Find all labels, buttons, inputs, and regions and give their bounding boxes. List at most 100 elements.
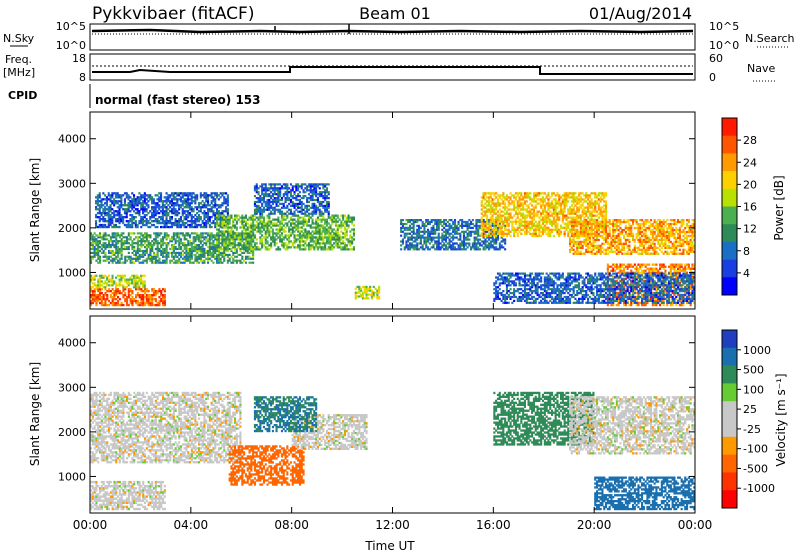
power-cell — [143, 223, 146, 227]
power-cell — [466, 232, 469, 235]
power-cell — [228, 240, 231, 243]
power-cell — [520, 220, 523, 223]
power-cell — [376, 295, 379, 298]
power-cell — [361, 295, 364, 298]
power-cell — [160, 221, 163, 225]
power-cell — [170, 210, 173, 213]
power-cell — [502, 194, 505, 197]
power-cell — [138, 280, 141, 283]
power-cell — [219, 204, 222, 207]
power-cell — [280, 197, 283, 200]
power-cell — [225, 246, 228, 249]
power-cell — [102, 255, 105, 258]
power-cell — [345, 234, 348, 237]
power-cell — [99, 242, 102, 245]
power-cell — [520, 208, 523, 211]
power-cell — [174, 214, 177, 217]
power-cell — [484, 212, 487, 215]
power-cell — [437, 224, 440, 227]
power-cell — [192, 249, 195, 253]
power-cell — [570, 200, 573, 203]
power-cell — [322, 195, 325, 198]
power-cell — [567, 230, 570, 233]
power-cell — [163, 232, 166, 235]
power-cell — [185, 206, 188, 209]
power-cell — [151, 247, 154, 251]
power-cell — [241, 232, 244, 235]
power-cell — [145, 220, 148, 223]
power-cell — [248, 234, 251, 237]
power-cell — [145, 210, 148, 213]
power-cell — [466, 226, 469, 229]
power-cell — [190, 253, 193, 256]
power-cell — [203, 259, 206, 262]
power-cell — [507, 208, 510, 211]
power-cell — [126, 259, 129, 262]
power-cell — [473, 242, 476, 245]
power-cell — [194, 218, 197, 221]
power-cell — [151, 296, 154, 299]
power-cell — [304, 218, 307, 221]
power-cell — [97, 251, 100, 254]
power-cell — [252, 240, 255, 243]
power-cell — [102, 238, 105, 241]
power-cell — [99, 290, 102, 293]
power-cell — [162, 294, 165, 297]
power-cell — [111, 221, 114, 225]
power-cell — [273, 224, 276, 227]
power-cell — [421, 234, 424, 237]
power-cell — [561, 218, 564, 221]
power-cell — [203, 196, 206, 199]
power-cell — [243, 242, 246, 245]
power-cell — [163, 204, 166, 207]
power-cell — [100, 198, 103, 201]
power-cell — [125, 282, 128, 285]
power-cell — [446, 230, 449, 233]
power-cell — [115, 257, 118, 260]
power-cell — [174, 212, 177, 215]
power-cell — [216, 228, 219, 231]
power-cell — [199, 238, 202, 241]
power-cell — [223, 220, 226, 223]
power-cell — [127, 223, 130, 227]
power-cell — [144, 292, 147, 295]
power-cell — [201, 249, 204, 253]
power-cell — [194, 238, 197, 241]
power-cell — [180, 251, 183, 254]
power-cell — [115, 301, 118, 305]
power-cell — [400, 228, 403, 231]
power-cell — [217, 198, 220, 201]
power-cell — [423, 238, 426, 241]
power-cell — [234, 248, 237, 251]
power-cell — [523, 222, 526, 225]
power-cell — [279, 183, 282, 186]
power-cell — [158, 221, 161, 225]
power-cell — [268, 232, 271, 235]
power-cell — [223, 247, 226, 251]
power-cell — [491, 234, 494, 237]
power-cell — [365, 297, 368, 300]
power-cell — [196, 259, 199, 262]
power-cell — [170, 216, 173, 219]
power-cell — [226, 224, 229, 227]
power-cell — [307, 230, 310, 233]
power-cell — [484, 220, 487, 224]
power-cell — [126, 242, 129, 245]
power-cell — [275, 208, 278, 211]
power-cell — [196, 246, 199, 249]
power-cell — [304, 214, 307, 217]
power-cell — [156, 255, 159, 258]
power-cell — [304, 206, 307, 209]
power-cell — [576, 202, 579, 205]
power-cell — [102, 234, 105, 237]
power-cell — [502, 240, 505, 243]
power-cell — [540, 200, 543, 203]
power-cell — [271, 187, 274, 190]
power-cell — [192, 192, 195, 195]
power-cell — [534, 230, 537, 233]
power-cell — [196, 194, 199, 197]
power-cell — [178, 236, 181, 239]
power-cell — [561, 194, 564, 197]
power-cell — [570, 212, 573, 215]
power-cell — [241, 220, 244, 223]
